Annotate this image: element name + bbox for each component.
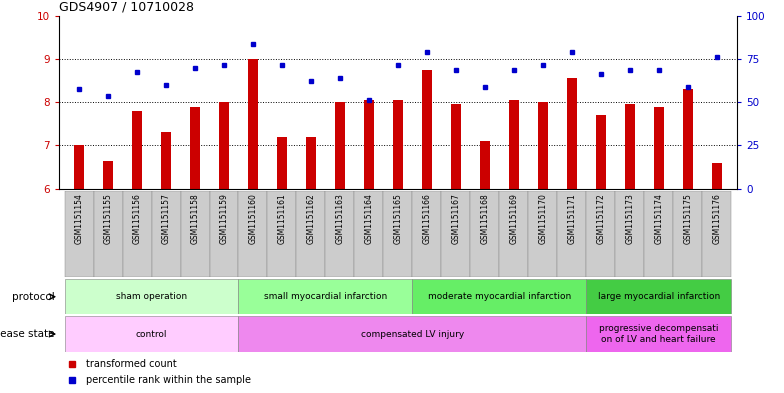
Bar (586, 316, 731, 352)
Bar (306, 137, 316, 189)
Bar (335, 102, 345, 189)
Text: GSM1151165: GSM1151165 (394, 193, 402, 244)
Text: GSM1151162: GSM1151162 (307, 193, 315, 244)
Bar (393, 100, 403, 189)
Text: disease state: disease state (0, 329, 55, 339)
Bar (64, 279, 238, 314)
Text: GSM1151169: GSM1151169 (510, 193, 518, 244)
Text: GSM1151176: GSM1151176 (712, 193, 721, 244)
Bar (538, 102, 548, 189)
Bar (383, 191, 412, 277)
Bar (615, 191, 644, 277)
Text: small myocardial infarction: small myocardial infarction (263, 292, 387, 301)
Text: GSM1151163: GSM1151163 (336, 193, 344, 244)
Bar (296, 191, 325, 277)
Text: progressive decompensati
on of LV and heart failure: progressive decompensati on of LV and he… (599, 324, 718, 344)
Bar (509, 100, 519, 189)
Bar (238, 279, 412, 314)
Bar (180, 191, 209, 277)
Bar (586, 279, 731, 314)
Bar (248, 59, 258, 189)
Bar (586, 191, 615, 277)
Bar (673, 191, 702, 277)
Bar (64, 316, 238, 352)
Text: GSM1151157: GSM1151157 (162, 193, 171, 244)
Text: GSM1151158: GSM1151158 (191, 193, 199, 244)
Bar (209, 191, 238, 277)
Text: moderate myocardial infarction: moderate myocardial infarction (428, 292, 571, 301)
Bar (151, 191, 180, 277)
Bar (451, 104, 461, 189)
Bar (132, 111, 142, 189)
Text: percentile rank within the sample: percentile rank within the sample (86, 375, 251, 385)
Text: compensated LV injury: compensated LV injury (361, 330, 464, 338)
Text: protocol: protocol (12, 292, 55, 302)
Bar (441, 191, 470, 277)
Bar (557, 191, 586, 277)
Bar (412, 279, 586, 314)
Bar (238, 316, 586, 352)
Bar (122, 191, 151, 277)
Bar (161, 132, 171, 189)
Text: GDS4907 / 10710028: GDS4907 / 10710028 (59, 0, 194, 13)
Text: large myocardial infarction: large myocardial infarction (597, 292, 720, 301)
Bar (219, 102, 229, 189)
Text: GSM1151161: GSM1151161 (278, 193, 286, 244)
Bar (644, 191, 673, 277)
Text: GSM1151160: GSM1151160 (249, 193, 257, 244)
Bar (528, 191, 557, 277)
Bar (364, 100, 374, 189)
Bar (683, 89, 693, 189)
Bar (354, 191, 383, 277)
Bar (267, 191, 296, 277)
Bar (567, 78, 577, 189)
Text: GSM1151167: GSM1151167 (452, 193, 460, 244)
Bar (499, 191, 528, 277)
Bar (625, 104, 635, 189)
Bar (712, 163, 722, 189)
Text: GSM1151174: GSM1151174 (654, 193, 663, 244)
Bar (412, 191, 441, 277)
Bar (103, 160, 113, 189)
Text: GSM1151175: GSM1151175 (683, 193, 692, 244)
Text: GSM1151164: GSM1151164 (365, 193, 373, 244)
Text: transformed count: transformed count (86, 359, 176, 369)
Bar (480, 141, 490, 189)
Bar (702, 191, 731, 277)
Bar (277, 137, 287, 189)
Bar (654, 107, 664, 189)
Text: GSM1151170: GSM1151170 (539, 193, 547, 244)
Bar (422, 70, 432, 189)
Text: GSM1151159: GSM1151159 (220, 193, 228, 244)
Bar (74, 145, 84, 189)
Text: sham operation: sham operation (116, 292, 187, 301)
Bar (93, 191, 122, 277)
Bar (325, 191, 354, 277)
Text: GSM1151156: GSM1151156 (132, 193, 142, 244)
Text: GSM1151171: GSM1151171 (568, 193, 576, 244)
Text: GSM1151173: GSM1151173 (625, 193, 634, 244)
Bar (238, 191, 267, 277)
Text: GSM1151155: GSM1151155 (103, 193, 113, 244)
Bar (470, 191, 499, 277)
Text: GSM1151154: GSM1151154 (74, 193, 84, 244)
Bar (596, 115, 606, 189)
Bar (190, 107, 200, 189)
Text: control: control (136, 330, 167, 338)
Bar (64, 191, 93, 277)
Text: GSM1151172: GSM1151172 (597, 193, 605, 244)
Text: GSM1151168: GSM1151168 (481, 193, 489, 244)
Text: GSM1151166: GSM1151166 (423, 193, 431, 244)
